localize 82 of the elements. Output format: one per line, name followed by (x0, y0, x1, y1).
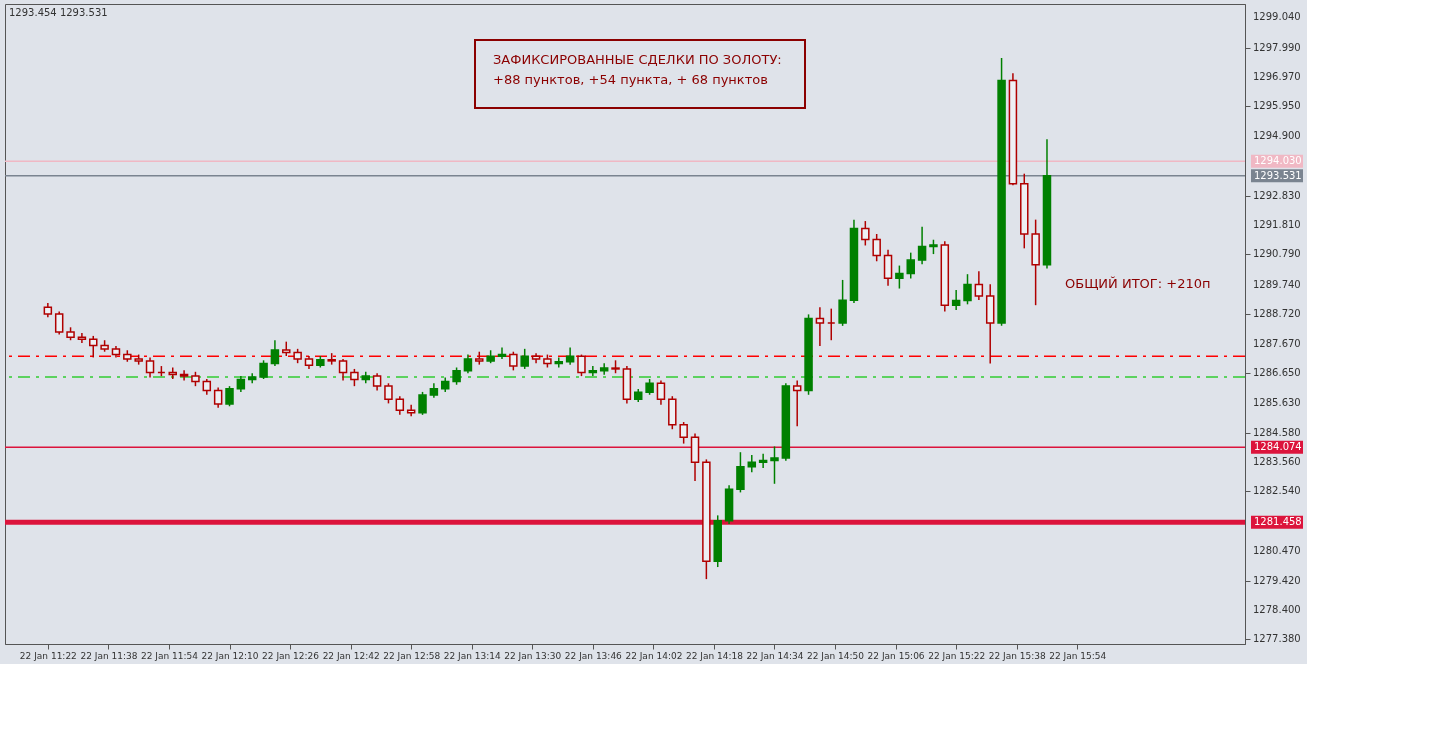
candlestick (895, 264, 904, 290)
candlestick (54, 310, 64, 336)
candlestick (497, 346, 507, 360)
y-tick-label: 1292.830 (1253, 189, 1301, 201)
x-tick-label: 22 Jan 12:42 (322, 650, 380, 661)
y-tick-label: 1277.380 (1253, 633, 1301, 645)
candlestick (770, 445, 779, 485)
candlestick (883, 249, 893, 287)
y-tick-label: 1295.950 (1253, 100, 1301, 112)
candlestick (599, 362, 609, 376)
candlestick (89, 335, 98, 359)
candlestick (418, 391, 427, 416)
candlestick (509, 350, 518, 372)
candlestick (974, 270, 984, 301)
candlestick (872, 233, 881, 263)
x-tick-label: 22 Jan 12:26 (262, 650, 320, 661)
candlestick (838, 279, 847, 327)
y-tick-label: 1283.560 (1253, 455, 1301, 467)
x-tick-label: 22 Jan 13:46 (564, 650, 623, 661)
x-tick-label: 22 Jan 13:14 (443, 650, 501, 661)
annotation: 1293.454 1293.531 (9, 7, 108, 18)
candlestick (736, 451, 745, 494)
x-tick-label: 22 Jan 14:50 (807, 650, 865, 661)
candlestick (679, 421, 688, 445)
x-tick-label: 22 Jan 11:38 (80, 650, 138, 661)
y-tick-label: 1297.990 (1253, 41, 1301, 53)
candlestick (917, 226, 927, 265)
y-tick-label: 1282.540 (1253, 485, 1301, 497)
y-tick-label: 1287.670 (1253, 337, 1301, 349)
x-tick-label: 22 Jan 15:22 (928, 650, 986, 661)
x-tick-label: 22 Jan 14:02 (625, 650, 683, 661)
ref-line-label: 1281.458 (1254, 516, 1302, 528)
x-tick-label: 22 Jan 11:22 (19, 650, 77, 661)
candlestick (861, 220, 870, 247)
y-tick-label: 1288.720 (1253, 307, 1301, 319)
candlestick (338, 358, 348, 382)
x-tick-label: 22 Jan 13:30 (504, 650, 562, 661)
y-tick-label: 1284.580 (1253, 426, 1301, 438)
y-tick-label: 1290.790 (1253, 248, 1301, 260)
y-tick-label: 1291.810 (1253, 219, 1301, 231)
y-tick-label: 1289.740 (1253, 278, 1301, 290)
x-tick-label: 22 Jan 14:34 (746, 650, 804, 661)
x-tick-label: 22 Jan 15:38 (988, 650, 1046, 661)
candlestick (815, 306, 825, 347)
candlestick (225, 385, 234, 408)
candlestick (554, 356, 564, 369)
x-tick-label: 22 Jan 11:54 (140, 650, 199, 661)
y-tick-label: 1299.040 (1253, 11, 1301, 23)
candlestick (384, 382, 393, 405)
candlestick (963, 273, 972, 306)
y-tick-label: 1285.630 (1253, 396, 1301, 408)
x-tick-label: 22 Jan 14:18 (685, 650, 744, 661)
x-tick-label: 22 Jan 15:06 (867, 650, 925, 661)
candlestick (395, 395, 405, 416)
candlestick (270, 339, 280, 367)
x-tick-label: 22 Jan 12:58 (383, 650, 441, 661)
candlestick (792, 379, 802, 428)
candlestick (951, 289, 961, 311)
candlestick (577, 353, 586, 377)
x-tick-label: 22 Jan 15:54 (1049, 650, 1107, 661)
y-tick-label: 1280.470 (1253, 544, 1301, 556)
x-tick-label: 22 Jan 12:10 (201, 650, 259, 661)
ref-line-label: 1284.074 (1254, 441, 1302, 453)
candlestick (259, 359, 268, 380)
candlestick (588, 365, 598, 377)
candlestick (906, 251, 915, 280)
candlestick (656, 379, 666, 406)
annotation: ЗАФИКСИРОВАННЫЕ СДЕЛКИ ПО ЗОЛОТУ: +88 пунктов, +54 пункта, + 68 пунктов (493, 52, 782, 87)
y-tick-label: 1279.420 (1253, 574, 1301, 586)
annotation: ОБЩИЙ ИТОГ: +210п (1065, 276, 1211, 291)
ref-line-label: 1294.030 (1254, 155, 1302, 167)
y-tick-label: 1296.970 (1253, 70, 1301, 82)
y-tick-label: 1278.400 (1253, 604, 1301, 616)
candlestick (179, 369, 189, 382)
candlestick (758, 452, 768, 469)
y-tick-label: 1286.650 (1253, 367, 1301, 379)
candlestick (213, 386, 223, 409)
candlestick (145, 356, 155, 379)
ref-line-label: 1293.531 (1254, 169, 1302, 181)
candlestick (463, 353, 473, 374)
candlestick (520, 348, 529, 370)
y-tick-label: 1294.900 (1253, 130, 1301, 142)
